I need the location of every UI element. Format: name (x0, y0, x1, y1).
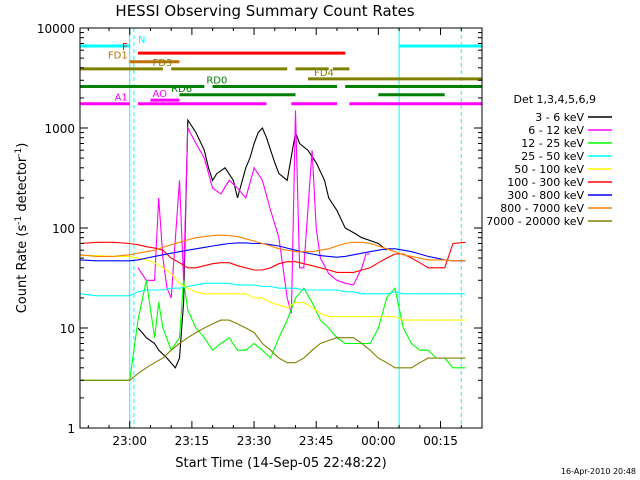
flag-label: N (138, 35, 145, 46)
series-line (80, 280, 466, 381)
flag-label: A1 (115, 93, 128, 104)
y-axis-ticks: 1 10 100 1000 10000 (37, 22, 482, 436)
legend-entry-label: 12 - 25 keV (521, 137, 584, 150)
legend-entry-label: 3 - 6 keV (535, 111, 584, 124)
x-tick-label: 00:15 (423, 434, 458, 448)
y-axis-label: Count Rate (s-1 detector-1) (14, 143, 30, 314)
series-line (137, 110, 371, 314)
x-tick-label: 23:30 (237, 434, 272, 448)
series-line (137, 118, 388, 369)
x-axis-label: Start Time (14-Sep-05 22:48:22) (175, 456, 386, 471)
x-tick-label: 00:00 (361, 434, 396, 448)
flag-label: RD6 (171, 84, 192, 95)
series-line (80, 319, 466, 381)
flag-label: FD4 (314, 68, 334, 79)
x-tick-label: 23:00 (112, 434, 147, 448)
legend-entry-label: 6 - 12 keV (528, 124, 584, 137)
status-flag-bars (80, 44, 482, 106)
series-line (80, 255, 466, 321)
legend-title: Det 1,3,4,5,6,9 (513, 93, 596, 106)
timestamp: 16-Apr-2010 20:48 (561, 467, 636, 476)
flag-label: AO (152, 89, 167, 100)
series-line (80, 282, 466, 297)
legend-entry-label: 300 - 800 keV (507, 189, 584, 202)
legend-entry-label: 7000 - 20000 keV (486, 215, 584, 228)
y-tick-label: 100 (52, 222, 75, 236)
flag-label: FD1 (108, 51, 128, 62)
series-line (80, 242, 466, 262)
y-tick-label: 10000 (37, 22, 75, 36)
flag-label: RD0 (206, 76, 227, 87)
count-rate-series (80, 110, 466, 381)
y-tick-label: 1000 (44, 122, 75, 136)
flag-label: F (122, 42, 128, 53)
series-line (80, 234, 466, 262)
legend-entry-label: 50 - 100 keV (514, 163, 584, 176)
x-axis-ticks: 23:00 23:15 23:30 23:45 00:00 00:15 (87, 28, 483, 448)
y-tick-label: 1 (67, 422, 75, 436)
chart-title: HESSI Observing Summary Count Rates (115, 2, 414, 20)
x-tick-label: 23:45 (299, 434, 334, 448)
legend-entry-label: 800 - 7000 keV (500, 202, 584, 215)
legend-entry-label: 100 - 300 keV (507, 176, 584, 189)
legend-entry-label: 25 - 50 keV (521, 150, 584, 163)
x-tick-label: 23:15 (175, 434, 210, 448)
flag-label: FD3 (152, 58, 172, 69)
y-tick-label: 10 (60, 322, 75, 336)
